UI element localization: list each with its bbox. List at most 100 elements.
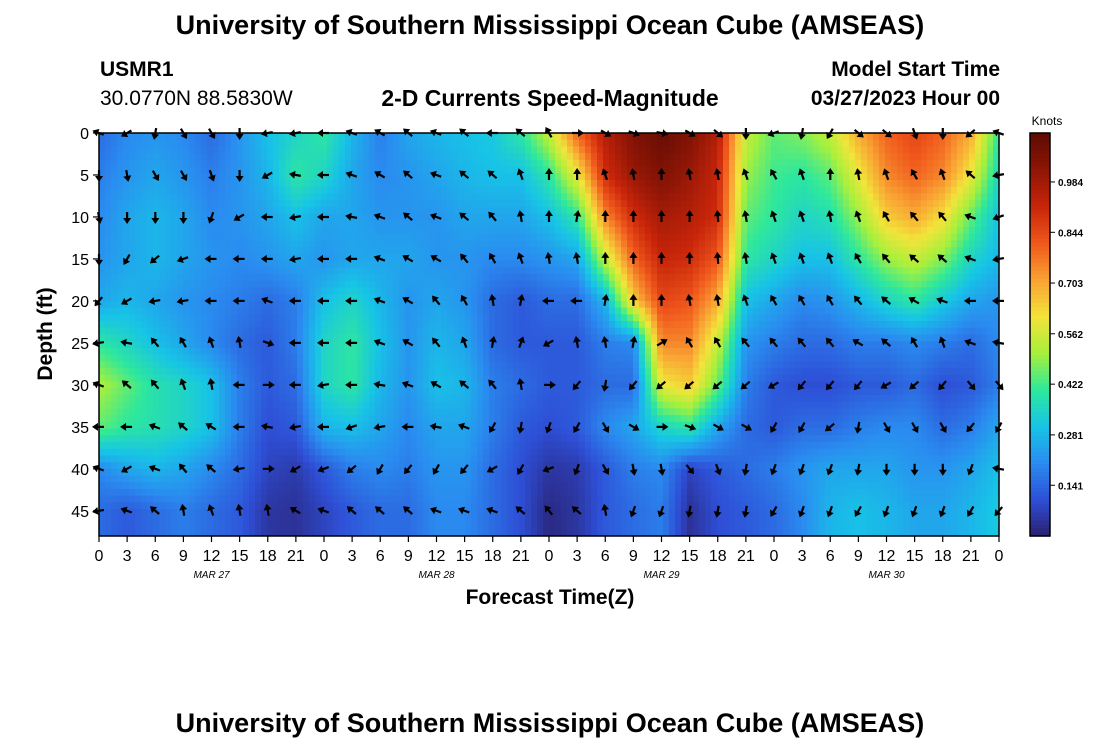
- heatmap-cell: [393, 193, 400, 201]
- heatmap-cell: [201, 186, 208, 195]
- heatmap-cell: [477, 300, 484, 309]
- heatmap-cell: [363, 247, 370, 255]
- heatmap-cell: [369, 133, 376, 141]
- heatmap-cell: [369, 233, 376, 242]
- heatmap-cell: [903, 133, 910, 141]
- heatmap-cell: [279, 213, 286, 221]
- heatmap-cell: [147, 133, 154, 141]
- heatmap-cell: [435, 274, 442, 282]
- heatmap-cell: [879, 180, 886, 188]
- heatmap-cell: [573, 287, 580, 295]
- heatmap-cell: [99, 321, 106, 329]
- heatmap-cell: [789, 321, 796, 329]
- heatmap-cell: [993, 186, 999, 195]
- heatmap-cell: [669, 180, 676, 188]
- heatmap-cell: [945, 213, 952, 221]
- heatmap-cell: [951, 153, 958, 161]
- heatmap-cell: [825, 213, 832, 221]
- heatmap-cell: [555, 260, 562, 268]
- heatmap-cell: [285, 354, 292, 362]
- heatmap-cell: [549, 146, 556, 154]
- heatmap-cell: [759, 287, 766, 295]
- heatmap-cell: [795, 287, 802, 295]
- heatmap-cell: [387, 159, 394, 168]
- heatmap-cell: [927, 347, 934, 356]
- heatmap-cell: [987, 300, 994, 309]
- heatmap-cell: [471, 233, 478, 242]
- heatmap-cell: [345, 354, 352, 362]
- heatmap-cell: [411, 347, 418, 356]
- heatmap-cell: [231, 287, 238, 295]
- heatmap-cell: [525, 300, 532, 309]
- heatmap-cell: [261, 227, 268, 235]
- heatmap-cell: [645, 166, 652, 174]
- heatmap-cell: [537, 327, 544, 336]
- heatmap-cell: [177, 287, 184, 295]
- heatmap-cell: [957, 186, 964, 195]
- heatmap-cell: [309, 173, 316, 181]
- heatmap-cell: [783, 347, 790, 356]
- heatmap-cell: [549, 274, 556, 282]
- heatmap-cell: [903, 294, 910, 302]
- heatmap-cell: [429, 260, 436, 268]
- heatmap-cell: [267, 347, 274, 356]
- heatmap-cell: [117, 186, 124, 195]
- heatmap-cell: [615, 166, 622, 174]
- heatmap-cell: [729, 159, 736, 168]
- heatmap-cell: [495, 200, 502, 208]
- heatmap-cell: [369, 314, 376, 322]
- heatmap-cell: [651, 159, 658, 168]
- heatmap-cell: [537, 321, 544, 329]
- heatmap-cell: [675, 247, 682, 255]
- heatmap-cell: [303, 280, 310, 289]
- heatmap-cell: [561, 173, 568, 181]
- heatmap-cell: [579, 334, 586, 342]
- heatmap-cell: [465, 153, 472, 161]
- heatmap-cell: [699, 247, 706, 255]
- heatmap-cell: [531, 213, 538, 221]
- heatmap-cell: [789, 139, 796, 148]
- heatmap-cell: [441, 233, 448, 242]
- heatmap-cell: [135, 200, 142, 208]
- heatmap-cell: [129, 206, 136, 215]
- heatmap-cell: [507, 220, 514, 228]
- heatmap-cell: [465, 146, 472, 154]
- heatmap-cell: [477, 180, 484, 188]
- heatmap-cell: [357, 200, 364, 208]
- heatmap-cell: [933, 180, 940, 188]
- heatmap-cell: [639, 139, 646, 148]
- heatmap-cell: [231, 300, 238, 309]
- heatmap-cell: [333, 354, 340, 362]
- heatmap-cell: [171, 287, 178, 295]
- heatmap-cell: [927, 193, 934, 201]
- heatmap-cell: [471, 220, 478, 228]
- heatmap-cell: [147, 166, 154, 174]
- heatmap-cell: [801, 166, 808, 174]
- heatmap-cell: [783, 159, 790, 168]
- heatmap-cell: [981, 327, 988, 336]
- heatmap-cell: [783, 139, 790, 148]
- heatmap-cell: [255, 180, 262, 188]
- heatmap-cell: [687, 206, 694, 215]
- heatmap-cell: [261, 193, 268, 201]
- heatmap-cell: [579, 307, 586, 315]
- heatmap-cell: [741, 274, 748, 282]
- heatmap-cell: [291, 274, 298, 282]
- heatmap-cell: [165, 240, 172, 248]
- heatmap-cell: [933, 206, 940, 215]
- heatmap-cell: [699, 314, 706, 322]
- heatmap-cell: [501, 287, 508, 295]
- heatmap-cell: [465, 159, 472, 168]
- heatmap-cell: [885, 193, 892, 201]
- heatmap-cell: [789, 159, 796, 168]
- heatmap-cell: [987, 220, 994, 228]
- heatmap-cell: [663, 294, 670, 302]
- heatmap-cell: [615, 133, 622, 141]
- heatmap-cell: [213, 347, 220, 356]
- heatmap-cell: [615, 227, 622, 235]
- heatmap-cell: [855, 220, 862, 228]
- heatmap-cell: [465, 220, 472, 228]
- heatmap-cell: [921, 334, 928, 342]
- heatmap-cell: [405, 334, 412, 342]
- heatmap-cell: [501, 240, 508, 248]
